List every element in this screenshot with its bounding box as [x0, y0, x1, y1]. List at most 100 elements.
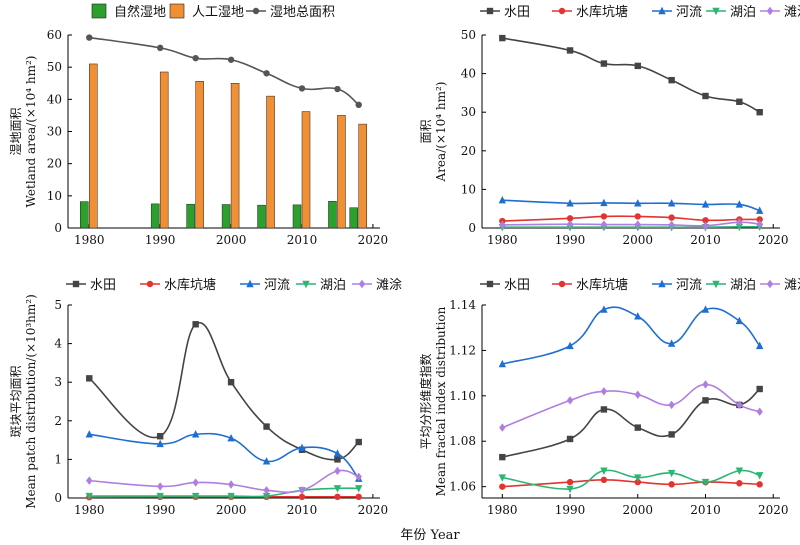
data-point-水田 [634, 62, 641, 70]
data-point-河流 [566, 341, 574, 350]
bar-自然湿地 [328, 201, 337, 229]
data-point-湿地总面积 [86, 34, 93, 41]
y-tick-label: 0 [54, 491, 62, 505]
data-point-河流 [755, 206, 764, 214]
series-line-水田 [88, 321, 360, 461]
data-point-水田 [355, 438, 362, 446]
data-point-湿地总面积 [355, 101, 362, 109]
bar-自然湿地 [186, 203, 195, 229]
data-point-滩涂 [600, 220, 608, 229]
x-tick-label: 2010 [690, 233, 721, 247]
data-point-水库坑塘 [499, 483, 506, 490]
data-point-水库坑塘 [600, 476, 608, 484]
bar-自然湿地 [221, 204, 231, 229]
legend-label: 湿地总面积 [270, 5, 335, 20]
data-point-水田 [668, 76, 675, 84]
data-point-水库坑塘 [600, 213, 608, 220]
data-point-河流 [701, 200, 710, 208]
x-tick-label: 1990 [555, 503, 586, 517]
data-point-水田 [702, 397, 709, 404]
data-point-湿地总面积 [227, 56, 235, 63]
x-tick-label: 2000 [622, 503, 653, 517]
legend-label: 河流 [264, 278, 290, 293]
data-point-水库坑塘 [634, 213, 641, 220]
data-point-水田 [192, 321, 199, 328]
legend-label: 水田 [90, 278, 116, 293]
data-point-湿地总面积 [192, 54, 199, 62]
series-line-水田 [502, 388, 761, 458]
data-point-湖泊 [333, 485, 342, 493]
y-tick-label: 40 [461, 67, 476, 81]
x-tick-label: 2010 [287, 503, 318, 517]
data-point-水库坑塘 [668, 481, 675, 488]
data-point-湖泊 [755, 472, 764, 480]
data-point-滩涂 [499, 220, 506, 230]
bar-人工湿地 [358, 123, 367, 229]
data-point-湿地总面积 [263, 70, 270, 77]
data-point-湿地总面积 [156, 44, 164, 52]
data-point-滩涂 [668, 220, 675, 230]
legend-label: 湖泊 [730, 278, 756, 293]
x-tick-label: 1980 [74, 503, 105, 517]
data-point-水田 [334, 456, 341, 463]
x-axis-label: 年份 Year [400, 528, 460, 543]
legend-label: 水田 [504, 5, 530, 20]
y-tick-label: 30 [47, 125, 62, 139]
data-point-滩涂 [192, 478, 199, 487]
x-tick-label: 1980 [74, 233, 105, 247]
x-tick-label: 2020 [758, 233, 789, 247]
bar-人工湿地 [159, 71, 169, 229]
y-axis-label-cn: 平均分形维度指数 [418, 353, 433, 449]
data-point-水田 [499, 453, 506, 461]
legend-label: 湖泊 [320, 278, 346, 293]
data-point-湖泊 [156, 492, 164, 501]
data-point-水田 [600, 406, 608, 413]
y-tick-label: 40 [47, 92, 62, 106]
data-point-滩涂 [600, 387, 608, 396]
data-point-滩涂 [334, 466, 341, 476]
data-point-滩涂 [499, 423, 506, 432]
series-line-河流 [502, 306, 761, 365]
legend-marker [658, 279, 666, 288]
data-point-水田 [756, 109, 763, 116]
series-line-水田 [502, 37, 761, 113]
data-point-湖泊 [262, 492, 271, 501]
data-point-滩涂 [668, 400, 675, 410]
y-tick-label: 1.10 [449, 389, 476, 403]
data-point-水库坑塘 [736, 480, 743, 487]
data-point-河流 [156, 439, 164, 448]
series-line-水库坑塘 [502, 215, 760, 222]
x-tick-label: 1980 [487, 233, 518, 247]
legend-marker [486, 7, 494, 15]
data-point-水田 [86, 375, 93, 382]
legend-marker [558, 7, 566, 15]
y-tick-label: 20 [461, 144, 476, 158]
data-point-水库坑塘 [668, 214, 675, 221]
data-point-湖泊 [498, 474, 507, 482]
data-point-河流 [634, 312, 642, 320]
y-axis-label-en: Mean patch distribution/(×10³hm²) [24, 294, 38, 509]
data-point-水库坑塘 [355, 493, 362, 501]
legend-label: 湖泊 [730, 5, 756, 20]
data-point-湖泊 [85, 492, 93, 501]
y-tick-label: 50 [461, 28, 476, 42]
series-line-河流 [502, 199, 760, 212]
y-tick-label: 1.12 [449, 343, 476, 357]
legend-label: 水库坑塘 [164, 277, 216, 293]
y-axis-label-en: Area/(×10⁴ hm²) [434, 82, 448, 183]
data-point-水田 [634, 424, 641, 431]
data-point-滩涂 [702, 380, 709, 389]
data-point-河流 [85, 430, 93, 438]
data-point-水田 [566, 435, 574, 443]
data-point-滩涂 [756, 219, 763, 229]
legend-label: 水田 [504, 278, 530, 293]
y-tick-label: 3 [54, 375, 62, 389]
legend-label: 河流 [676, 278, 702, 293]
data-point-湖泊 [600, 467, 608, 475]
y-axis-label-cn: 斑块平均面积 [9, 365, 23, 437]
data-point-河流 [735, 200, 744, 208]
data-point-河流 [634, 199, 642, 207]
y-tick-label: 1 [54, 452, 62, 466]
series-line-滩涂 [502, 383, 760, 429]
data-point-湖泊 [634, 474, 642, 482]
